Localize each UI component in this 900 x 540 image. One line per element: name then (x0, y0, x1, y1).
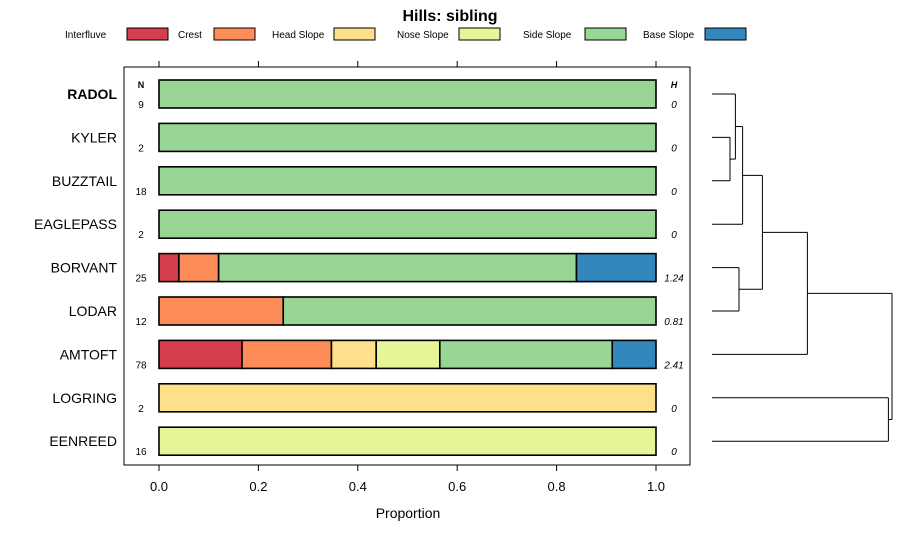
bar-segment (158, 122, 657, 153)
bar-segment (241, 339, 333, 370)
row-label: RADOL (67, 86, 117, 102)
row-label: BUZZTAIL (52, 173, 117, 189)
n-header: N (138, 80, 145, 90)
bar-segment (217, 252, 578, 283)
x-tick-label: 0.6 (448, 479, 466, 494)
top-axis-ticks (158, 61, 657, 67)
n-value: 78 (135, 360, 147, 371)
row-label: EENREED (49, 433, 117, 449)
legend: Interfluve Crest Head Slope Nose Slope Side … (65, 27, 747, 41)
n-value: 25 (135, 274, 147, 285)
legend-label: Base Slope (643, 30, 695, 41)
chart-title: Hills: sibling (402, 8, 497, 25)
legend-swatch (704, 27, 747, 41)
x-tick-label: 0.8 (548, 479, 566, 494)
bar-segment (158, 339, 243, 370)
bar-segment (330, 339, 377, 370)
h-value: 0 (671, 143, 677, 154)
n-value: 12 (135, 317, 147, 328)
x-axis-label: Proportion (376, 505, 441, 521)
legend-swatch (584, 27, 627, 41)
bar-segment (178, 252, 220, 283)
x-tick-label: 0.4 (349, 479, 367, 494)
bar-segment (158, 252, 180, 283)
h-labels: 0 0 0 0 1.24 0.81 2.41 0 0 (663, 100, 684, 458)
row-label: EAGLEPASS (34, 216, 117, 232)
dendrogram (712, 93, 893, 442)
h-value: 0.81 (664, 317, 683, 328)
n-value: 16 (135, 447, 147, 458)
h-value: 2.41 (663, 360, 683, 371)
bar-segment (158, 79, 657, 109)
n-value: 18 (135, 187, 147, 198)
h-value: 0 (671, 100, 677, 111)
n-value: 2 (138, 404, 144, 415)
x-tick-label: 0.0 (150, 479, 168, 494)
x-tick-label: 1.0 (647, 479, 665, 494)
legend-label: Nose Slope (397, 30, 449, 41)
row-label: LOGRING (52, 390, 117, 406)
n-value: 2 (138, 230, 144, 241)
bar-segment (158, 382, 657, 413)
legend-swatch (213, 27, 256, 41)
bar-segment (282, 296, 657, 326)
row-label: KYLER (71, 129, 117, 145)
bars (158, 79, 657, 457)
row-label: LODAR (69, 303, 117, 319)
legend-label: Interfluve (65, 30, 107, 41)
x-axis: 0.0 0.2 0.4 0.6 0.8 1.0 (150, 465, 665, 494)
bar-segment (575, 252, 657, 283)
h-value: 0 (671, 447, 677, 458)
legend-label: Crest (178, 30, 202, 41)
row-labels: RADOL KYLER BUZZTAIL EAGLEPASS BORVANT LODAR A… (34, 86, 117, 449)
bar-segment (375, 339, 441, 370)
legend-label: Head Slope (272, 30, 325, 41)
legend-swatch (333, 27, 376, 41)
legend-label: Side Slope (523, 30, 572, 41)
n-labels: 9 2 18 2 25 12 78 2 16 (135, 100, 147, 458)
n-value: 2 (138, 143, 144, 154)
h-value: 1.24 (664, 274, 684, 285)
h-value: 0 (671, 404, 677, 415)
h-header: H (671, 80, 678, 90)
row-label: AMTOFT (60, 346, 118, 362)
bar-segment (158, 209, 657, 239)
legend-swatch (126, 27, 169, 41)
bar-segment (611, 339, 657, 370)
plot-frame (123, 66, 691, 466)
x-tick-label: 0.2 (249, 479, 267, 494)
n-value: 9 (138, 100, 144, 111)
h-value: 0 (671, 230, 677, 241)
bar-segment (158, 166, 657, 196)
h-value: 0 (671, 187, 677, 198)
legend-swatch (458, 27, 501, 41)
bar-segment (439, 339, 614, 370)
row-label: BORVANT (51, 260, 118, 276)
bar-segment (158, 426, 657, 457)
bar-segment (158, 296, 285, 326)
